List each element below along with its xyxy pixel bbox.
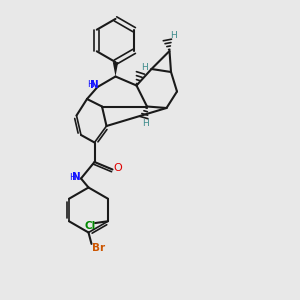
- Text: H: H: [69, 173, 75, 182]
- Text: Br: Br: [92, 243, 105, 253]
- Polygon shape: [113, 62, 118, 76]
- Text: N: N: [72, 172, 81, 182]
- Text: H: H: [142, 63, 148, 72]
- Text: H: H: [142, 119, 149, 128]
- Text: H: H: [87, 80, 93, 89]
- Text: O: O: [113, 163, 122, 173]
- Text: Cl: Cl: [84, 221, 96, 231]
- Text: N: N: [90, 80, 99, 90]
- Text: H: H: [170, 31, 176, 40]
